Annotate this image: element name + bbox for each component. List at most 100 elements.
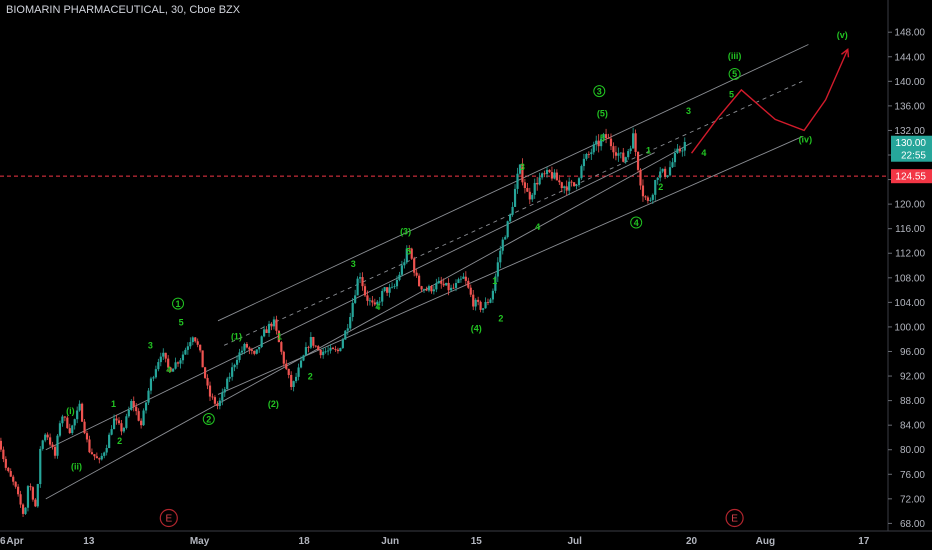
wave-label-circle-6 xyxy=(172,297,185,310)
candle-body-179 xyxy=(437,280,440,284)
candle-body-103 xyxy=(250,349,253,351)
x-tick-label-3: May xyxy=(190,536,210,547)
candle-body-141 xyxy=(344,330,347,340)
candle-body-175 xyxy=(427,286,431,291)
candle-body-45 xyxy=(108,434,111,449)
candle-body-86 xyxy=(208,385,212,397)
candle-body-279 xyxy=(683,141,686,151)
candle-body-204 xyxy=(499,250,502,263)
candle-body-1 xyxy=(0,440,3,450)
candle-body-36 xyxy=(85,433,89,440)
candle-body-134 xyxy=(326,350,330,352)
candle-body-264 xyxy=(646,197,649,201)
wave-label-7: 5 xyxy=(179,317,184,327)
wave-label-30: (iii) xyxy=(728,51,742,61)
candle-body-163 xyxy=(398,274,401,280)
candle-body-59 xyxy=(142,410,145,426)
candle-body-65 xyxy=(157,362,160,370)
candle-body-146 xyxy=(356,278,359,296)
candle-body-168 xyxy=(410,248,413,259)
candle-body-268 xyxy=(656,177,659,181)
candle-body-267 xyxy=(654,180,657,195)
candle-body-24 xyxy=(56,435,59,456)
y-tick-label-10: 108.00 xyxy=(894,273,925,284)
candle-body-181 xyxy=(442,283,445,286)
candle-body-152 xyxy=(371,300,374,303)
earnings-marker-1[interactable] xyxy=(725,508,744,528)
y-tick-label-7: 96.00 xyxy=(900,347,925,358)
candle-body-31 xyxy=(73,419,76,426)
candle-body-242 xyxy=(592,144,595,153)
y-tick-label-5: 88.00 xyxy=(900,396,925,407)
candle-body-100 xyxy=(243,343,246,351)
earnings-marker-0[interactable] xyxy=(159,508,178,528)
candle-body-276 xyxy=(676,148,679,154)
candle-body-29 xyxy=(68,428,71,434)
candle-body-218 xyxy=(533,182,536,195)
candle-body-127 xyxy=(309,337,312,348)
candle-body-224 xyxy=(548,169,551,173)
candle-body-39 xyxy=(93,454,96,457)
candle-body-219 xyxy=(536,182,539,185)
wave-label-28: 3 xyxy=(686,106,691,116)
candle-body-277 xyxy=(678,148,681,152)
candle-body-88 xyxy=(213,397,217,404)
wave-label-31: 5 xyxy=(732,69,737,79)
candle-body-73 xyxy=(176,362,180,364)
candle-body-7 xyxy=(14,481,17,487)
candle-body-250 xyxy=(612,146,615,153)
candle-body-154 xyxy=(376,301,379,305)
candle-body-113 xyxy=(275,319,278,331)
candle-body-15 xyxy=(34,499,37,507)
price-axis-background xyxy=(888,0,932,550)
candle-body-8 xyxy=(17,486,20,495)
wave-label-9: (1) xyxy=(231,331,242,341)
candle-body-80 xyxy=(194,337,197,342)
candle-body-131 xyxy=(319,349,322,356)
candle-body-63 xyxy=(152,377,155,379)
candle-body-135 xyxy=(329,347,332,351)
candle-body-223 xyxy=(545,169,549,175)
y-tick-label-19: 144.00 xyxy=(894,52,925,63)
candle-body-210 xyxy=(513,188,517,207)
candle-body-176 xyxy=(430,286,433,292)
candle-body-14 xyxy=(31,487,34,500)
candle-body-153 xyxy=(373,302,376,305)
wave-label-1: (ii) xyxy=(71,461,82,471)
candle-body-186 xyxy=(454,283,458,288)
candle-body-158 xyxy=(386,287,389,293)
candle-body-221 xyxy=(541,173,544,178)
candle-body-111 xyxy=(270,323,273,327)
y-tick-label-12: 116.00 xyxy=(895,224,925,235)
candle-body-169 xyxy=(413,258,416,273)
candle-body-108 xyxy=(263,329,266,337)
candle-body-85 xyxy=(206,377,209,386)
candle-body-76 xyxy=(184,349,187,355)
candle-body-74 xyxy=(179,360,182,364)
candle-body-189 xyxy=(462,276,465,279)
candle-body-161 xyxy=(393,286,396,288)
candle-body-220 xyxy=(538,177,541,185)
candle-body-107 xyxy=(260,336,263,347)
candle-body-30 xyxy=(71,425,74,434)
candle-body-126 xyxy=(307,347,310,348)
candle-body-236 xyxy=(577,178,581,186)
candle-body-105 xyxy=(255,349,258,354)
candle-body-202 xyxy=(494,276,497,291)
x-tick-label-0: 6 xyxy=(0,536,6,547)
candle-body-51 xyxy=(122,427,126,432)
candle-body-61 xyxy=(147,390,150,403)
candle-body-157 xyxy=(383,287,386,291)
candle-body-213 xyxy=(521,164,524,183)
projection-arrow-head xyxy=(840,48,850,58)
candle-body-165 xyxy=(403,262,406,266)
wave-label-circle-31 xyxy=(728,67,741,80)
x-tick-label-7: Jul xyxy=(567,536,582,547)
candle-body-228 xyxy=(558,180,561,183)
candle-body-54 xyxy=(130,401,133,410)
candle-body-180 xyxy=(440,280,443,284)
candle-body-140 xyxy=(341,339,344,348)
candle-body-94 xyxy=(228,376,231,379)
candle-body-192 xyxy=(469,287,472,295)
